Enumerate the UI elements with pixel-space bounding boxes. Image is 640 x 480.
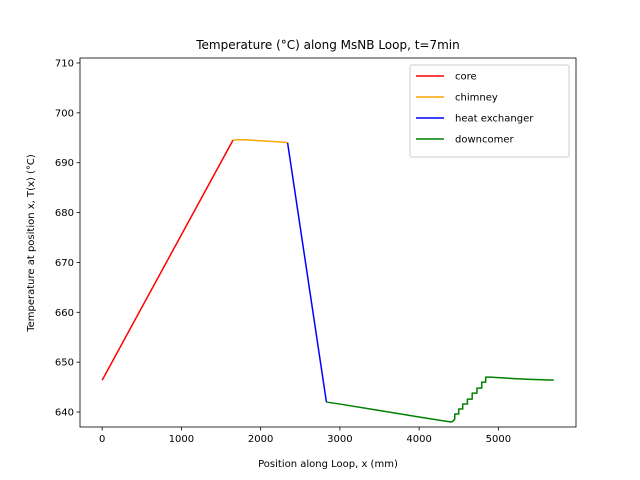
plot-area (79, 57, 577, 428)
series-line-chimney (232, 139, 288, 144)
legend-label-downcomer: downcomer (455, 135, 514, 146)
y-tick-label: 710 (55, 58, 74, 69)
x-tick-label: 4000 (406, 434, 431, 445)
chart-title: Temperature (°C) along MsNB Loop, t=7min (195, 38, 460, 52)
x-axis-title: Position along Loop, x (mm) (258, 459, 398, 470)
legend-label-chimney: chimney (455, 93, 498, 104)
x-axis: 0 1000 2000 3000 4000 5000 (99, 427, 511, 445)
y-tick-label: 700 (55, 108, 74, 119)
x-tick-label: 1000 (169, 434, 194, 445)
x-tick-label: 2000 (248, 434, 273, 445)
y-tick-label: 650 (55, 358, 74, 369)
y-tick-label: 640 (55, 408, 74, 419)
y-tick-label: 680 (55, 208, 74, 219)
legend-label-heat-exchanger: heat exchanger (455, 114, 534, 125)
legend: core chimney heat exchanger downcomer (409, 64, 570, 158)
x-tick-label: 0 (99, 434, 105, 445)
series-line-downcomer (326, 376, 554, 423)
y-axis: 640 650 660 670 680 690 700 710 (55, 58, 80, 419)
y-axis-title: Temperature at position x, T(x) (°C) (26, 154, 37, 333)
y-tick-label: 670 (55, 258, 74, 269)
x-tick-label: 3000 (327, 434, 352, 445)
y-tick-label: 690 (55, 158, 74, 169)
series-line-core (101, 139, 234, 381)
y-tick-label: 660 (55, 308, 74, 319)
legend-label-core: core (455, 72, 477, 83)
legend-box (409, 64, 570, 158)
plot-frame (79, 57, 577, 428)
x-tick-label: 5000 (486, 434, 511, 445)
series-line-heat-exchanger (286, 142, 328, 403)
